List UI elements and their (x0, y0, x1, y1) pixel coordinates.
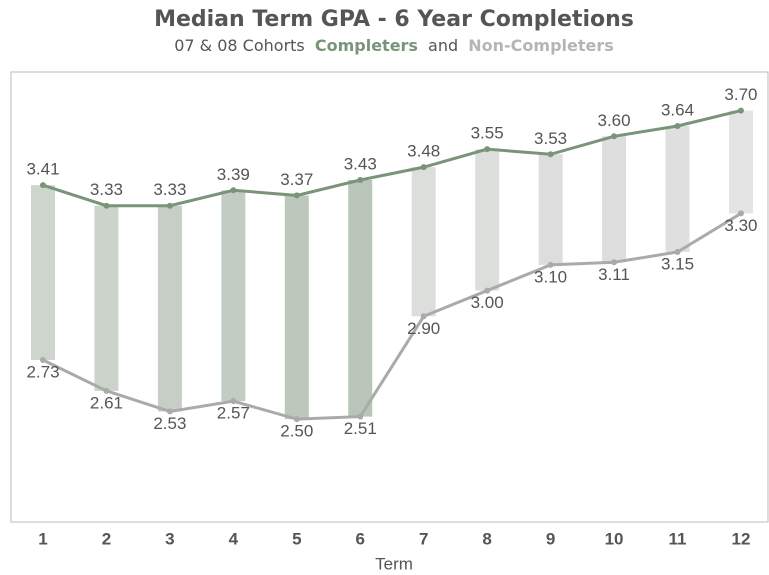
range-bar (665, 126, 690, 252)
data-label: 2.73 (26, 362, 59, 381)
data-label: 3.41 (26, 160, 59, 179)
data-label: 3.55 (471, 124, 504, 143)
x-tick-label: 7 (419, 529, 428, 548)
point (103, 202, 110, 209)
x-tick-label: 11 (669, 529, 687, 548)
data-label: 3.70 (724, 85, 757, 104)
point (293, 192, 300, 199)
data-label: 3.11 (598, 265, 630, 284)
data-label: 3.39 (217, 165, 250, 184)
x-tick-label: 12 (731, 529, 750, 548)
range-bar (538, 154, 563, 265)
point (611, 133, 618, 140)
data-label: 3.10 (534, 267, 567, 286)
point (40, 357, 46, 363)
range-bar (284, 195, 309, 420)
x-tick-label: 5 (292, 529, 301, 548)
x-tick-label: 9 (546, 529, 555, 548)
data-label: 3.53 (534, 129, 567, 148)
data-label: 3.43 (344, 154, 377, 173)
point (40, 182, 46, 189)
subtitle-non-completers: Non-Completers (468, 36, 614, 55)
range-bar (94, 205, 119, 391)
point (674, 123, 681, 129)
series-line (42, 212, 742, 421)
point (420, 164, 427, 171)
point (166, 202, 173, 209)
data-label: 3.48 (407, 142, 440, 161)
range-bar (31, 185, 55, 360)
data-label: 3.30 (724, 216, 757, 235)
range-bar (728, 110, 753, 214)
point (737, 210, 744, 217)
data-label: 2.51 (344, 419, 377, 438)
x-tick-label: 2 (102, 529, 111, 548)
chart-title: Median Term GPA - 6 Year Completions (154, 7, 634, 32)
x-tick-label: 6 (356, 529, 365, 548)
data-label: 3.33 (153, 180, 186, 199)
point (737, 107, 744, 114)
data-label: 3.15 (661, 254, 694, 273)
point (230, 398, 237, 405)
range-bar (602, 136, 627, 263)
data-label: 3.60 (598, 111, 631, 130)
subtitle-completers: Completers (315, 36, 418, 55)
data-label: 3.64 (661, 100, 694, 119)
point (547, 261, 554, 268)
subtitle-text: and (428, 36, 458, 55)
point (166, 408, 173, 415)
data-label: 2.57 (217, 404, 250, 423)
x-tick-label: 4 (229, 529, 239, 548)
range-bar (411, 167, 436, 317)
chart-subtitle: 07 & 08 Cohorts Completers and Non-Compl… (174, 36, 614, 55)
data-label: 2.90 (407, 319, 440, 338)
point (357, 177, 364, 183)
plot-frame (10, 71, 769, 523)
data-label: 3.00 (471, 293, 504, 312)
point (357, 413, 364, 420)
subtitle-text: 07 & 08 Cohorts (174, 36, 305, 55)
data-label: 2.61 (90, 393, 123, 412)
range-bar (221, 190, 246, 402)
x-tick-label: 8 (482, 529, 491, 548)
point (103, 387, 110, 394)
range-bar (157, 205, 182, 412)
data-label: 2.50 (280, 422, 313, 441)
x-tick-label: 1 (38, 529, 47, 548)
range-bar (475, 149, 500, 291)
point (420, 313, 427, 320)
point (547, 151, 554, 158)
point (484, 146, 491, 153)
point (674, 249, 681, 255)
range-bar (348, 180, 373, 417)
point (293, 416, 300, 423)
x-axis-label: Term (375, 554, 413, 573)
x-tick-label: 10 (605, 529, 624, 548)
data-label: 3.33 (90, 180, 123, 199)
point (484, 287, 491, 294)
point (611, 259, 618, 266)
series-line (42, 109, 742, 208)
data-label: 2.53 (153, 414, 186, 433)
point (230, 187, 237, 194)
x-tick-label: 3 (165, 529, 174, 548)
data-label: 3.37 (280, 170, 313, 189)
